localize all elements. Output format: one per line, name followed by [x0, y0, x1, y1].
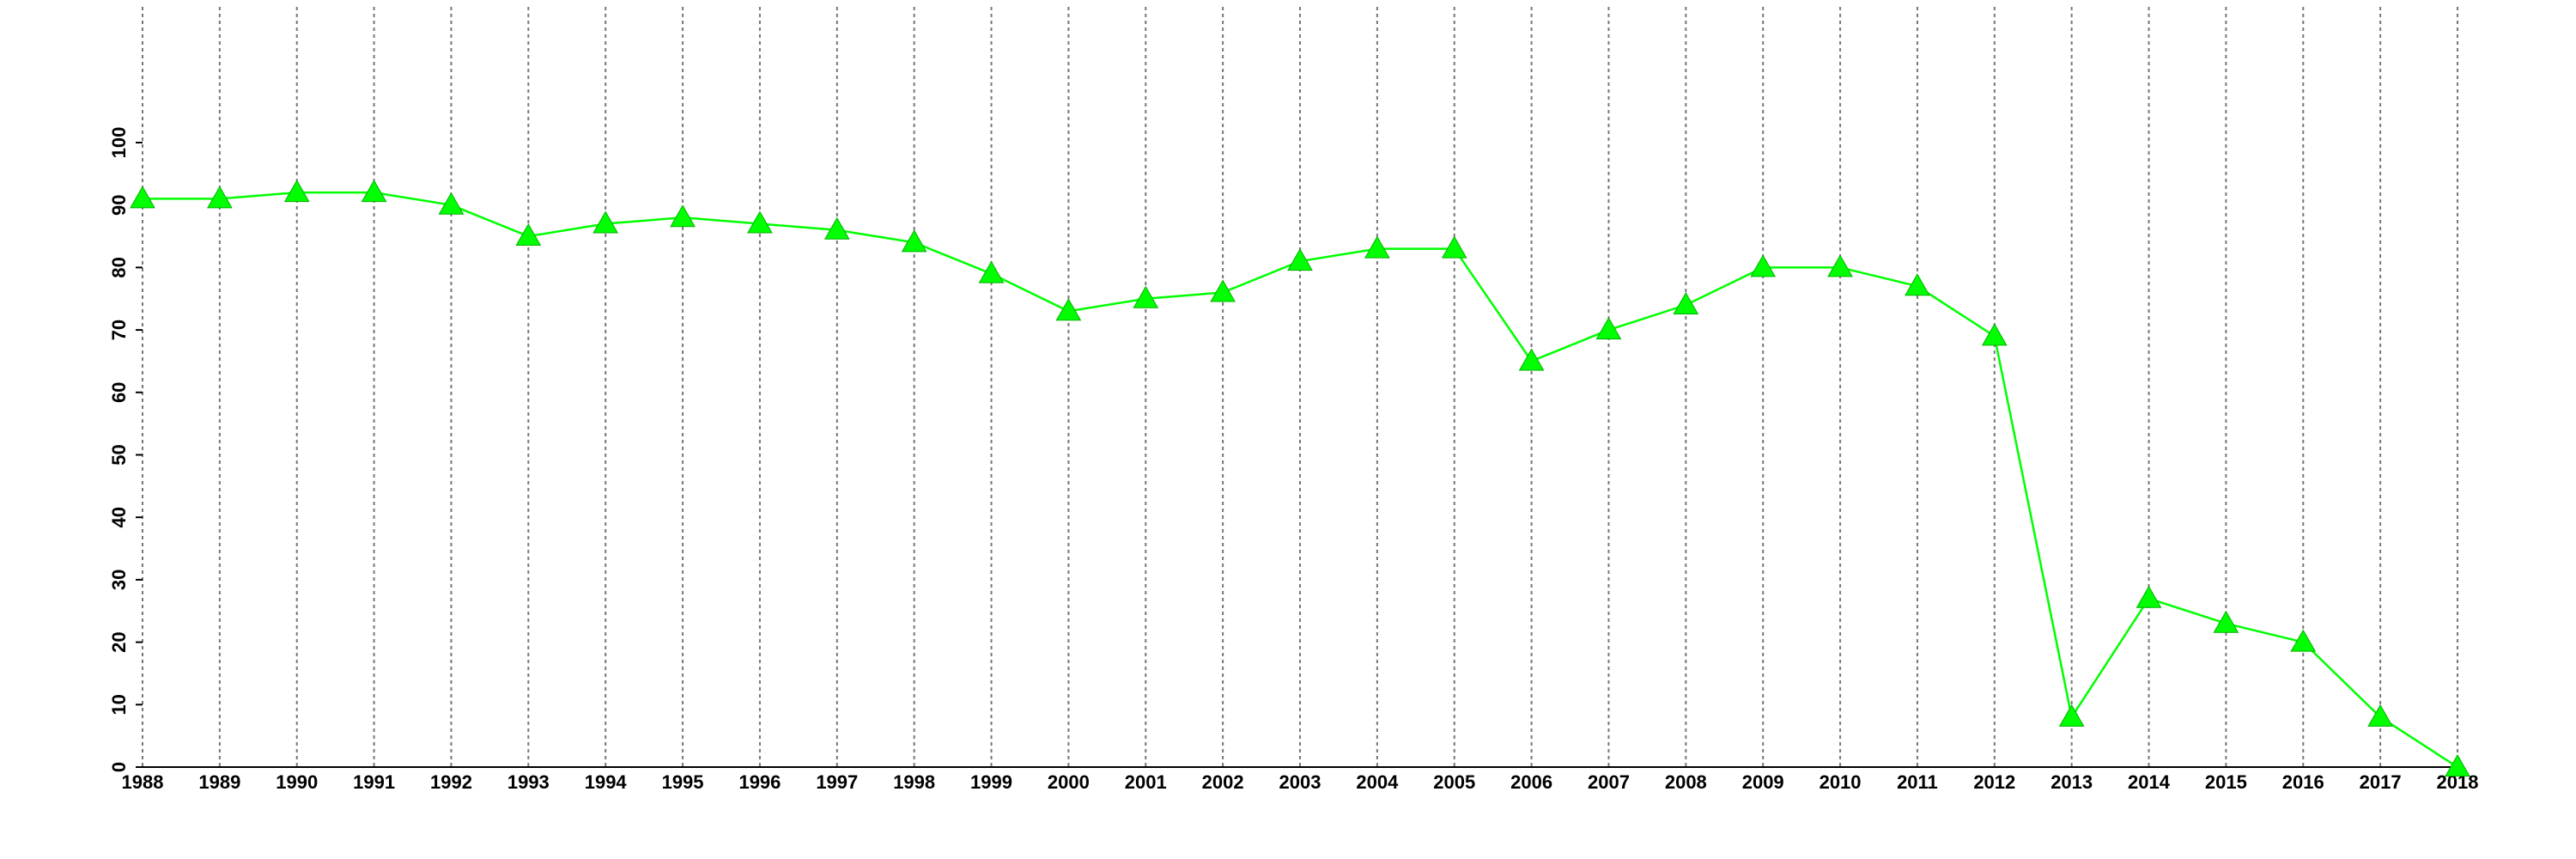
y-tick-label: 70 [108, 320, 130, 340]
marker [207, 186, 233, 209]
marker [2290, 629, 2317, 652]
x-tick-label: 2000 [1048, 771, 1090, 793]
x-tick-label: 1992 [430, 771, 472, 793]
y-tick-label: 50 [108, 444, 130, 465]
y-tick-label: 90 [108, 194, 130, 215]
marker [130, 186, 155, 209]
marker [2367, 704, 2393, 727]
marker [1981, 323, 2008, 346]
x-tick-label: 2015 [2205, 771, 2247, 793]
marker [1133, 285, 1159, 308]
marker [823, 216, 850, 240]
marker [1905, 273, 1930, 296]
x-tick-label: 2002 [1202, 771, 1244, 793]
x-tick-label: 2009 [1742, 771, 1784, 793]
x-tick-label: 2016 [2282, 771, 2324, 793]
x-tick-label: 1994 [585, 771, 628, 793]
x-tick-label: 1999 [970, 771, 1012, 793]
marker [1518, 348, 1545, 371]
x-tick-label: 1993 [507, 771, 550, 793]
marker [2213, 610, 2239, 633]
marker [1595, 317, 1622, 340]
y-tick-label: 20 [108, 631, 130, 652]
x-tick-label: 1996 [738, 771, 781, 793]
x-tick-label: 2013 [2050, 771, 2093, 793]
x-tick-label: 1988 [122, 771, 164, 793]
marker [1827, 254, 1853, 277]
x-tick-label: 2011 [1897, 771, 1938, 793]
marker [670, 204, 696, 228]
marker [747, 210, 773, 234]
marker [2445, 753, 2470, 777]
y-tick-label: 80 [108, 257, 130, 277]
x-tick-label: 2005 [1433, 771, 1475, 793]
y-tick-label: 10 [108, 694, 130, 715]
marker [1750, 254, 1777, 277]
x-tick-label: 1997 [816, 771, 858, 793]
marker [1287, 248, 1313, 271]
x-tick-label: 2006 [1510, 771, 1552, 793]
x-tick-label: 1998 [893, 771, 935, 793]
marker [978, 260, 1005, 283]
x-tick-label: 2017 [2360, 771, 2402, 793]
x-tick-label: 1990 [276, 771, 318, 793]
x-tick-label: 2008 [1665, 771, 1707, 793]
x-tick-label: 2004 [1356, 771, 1399, 793]
marker [1673, 292, 1699, 315]
y-tick-label: 40 [108, 507, 130, 527]
marker [2058, 704, 2085, 727]
marker [2136, 585, 2162, 608]
marker [283, 180, 310, 203]
marker [592, 210, 619, 234]
x-tick-label: 2014 [2128, 771, 2171, 793]
y-tick-label: 0 [108, 762, 130, 772]
marker [901, 229, 927, 253]
marker [1364, 235, 1390, 259]
marker [1441, 235, 1467, 259]
x-tick-label: 1989 [198, 771, 240, 793]
marker [515, 223, 542, 247]
y-tick-label: 60 [108, 382, 130, 403]
marker [361, 180, 387, 203]
x-tick-label: 2001 [1125, 771, 1167, 793]
x-tick-label: 2012 [1973, 771, 2015, 793]
marker [1210, 279, 1236, 302]
marker [1055, 298, 1082, 321]
x-tick-label: 1991 [353, 771, 395, 793]
y-tick-label: 30 [108, 570, 130, 590]
marker [438, 192, 465, 215]
y-tick-label: 100 [108, 127, 130, 159]
x-tick-label: 1995 [662, 771, 704, 793]
x-tick-label: 2007 [1588, 771, 1630, 793]
x-tick-label: 2003 [1279, 771, 1321, 793]
x-tick-label: 2010 [1820, 771, 1862, 793]
